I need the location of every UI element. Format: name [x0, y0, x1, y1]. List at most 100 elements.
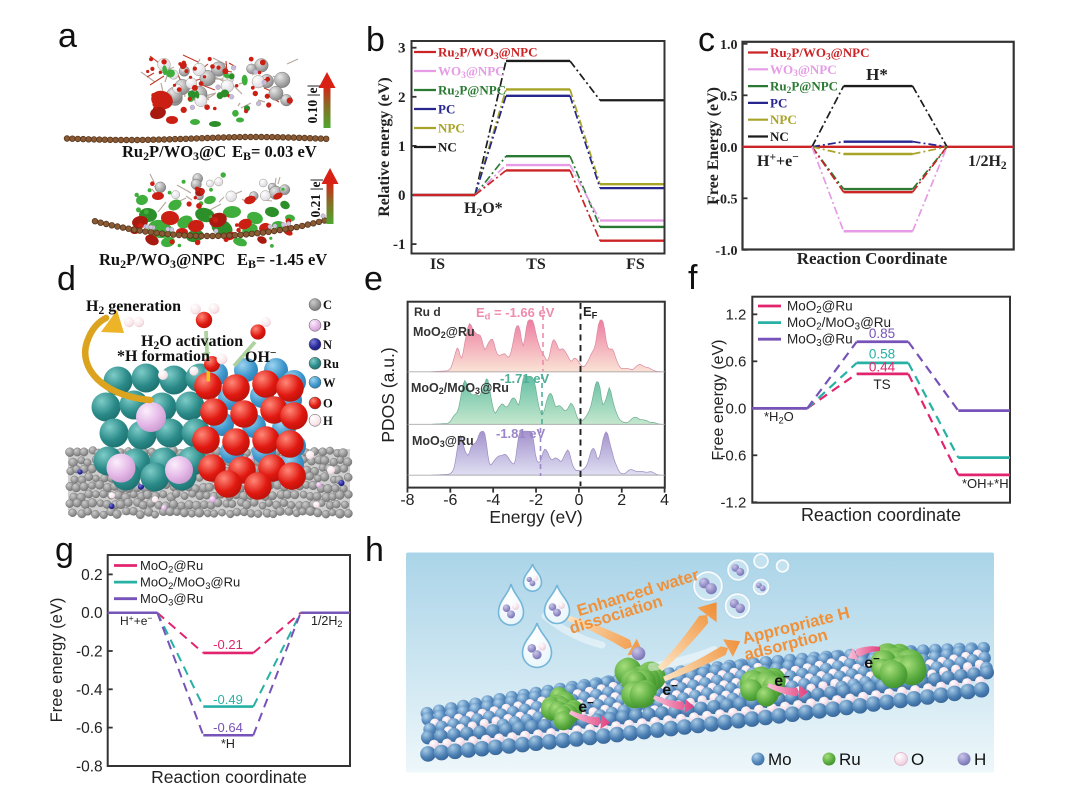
svg-text:0.44: 0.44 — [869, 360, 896, 375]
svg-text:b: b — [366, 21, 385, 59]
svg-text:Ed = -1.66 eV: Ed = -1.66 eV — [476, 305, 555, 321]
svg-text:PC: PC — [438, 102, 455, 117]
svg-text:-1.71 eV: -1.71 eV — [500, 371, 549, 386]
svg-text:NC: NC — [438, 140, 457, 155]
svg-text:MoO2/MoO3@Ru: MoO2/MoO3@Ru — [140, 575, 240, 591]
svg-text:MoO3@Ru: MoO3@Ru — [412, 434, 474, 449]
svg-text:Ru2P/WO3@C: Ru2P/WO3@C — [122, 142, 226, 163]
svg-text:e−: e− — [578, 697, 594, 716]
svg-text:-0.2: -0.2 — [76, 644, 103, 661]
svg-text:0.2: 0.2 — [81, 567, 103, 584]
svg-text:O: O — [911, 750, 924, 769]
svg-text:N: N — [323, 338, 332, 352]
svg-text:-0.5: -0.5 — [715, 192, 737, 207]
svg-text:IS: IS — [430, 256, 445, 273]
svg-text:MoO2@Ru: MoO2@Ru — [140, 558, 203, 574]
svg-text:0: 0 — [574, 492, 583, 509]
svg-text:-0.4: -0.4 — [76, 682, 103, 699]
svg-text:4: 4 — [660, 492, 669, 509]
svg-text:Energy (eV): Energy (eV) — [489, 507, 582, 527]
svg-text:MoO2/MoO3@Ru: MoO2/MoO3@Ru — [411, 381, 509, 396]
svg-text:-1.2: -1.2 — [720, 494, 746, 511]
svg-text:PDOS (a.u.): PDOS (a.u.) — [378, 347, 398, 442]
svg-text:1: 1 — [398, 139, 406, 155]
svg-text:EB= 0.03 eV: EB= 0.03 eV — [232, 142, 317, 163]
svg-text:H2O*: H2O* — [464, 200, 503, 219]
svg-text:H++e−: H++e− — [120, 613, 152, 628]
svg-text:e−: e− — [662, 680, 678, 699]
svg-text:*H2O: *H2O — [764, 409, 794, 425]
svg-text:Ru2P/WO3@NPC: Ru2P/WO3@NPC — [438, 45, 537, 62]
svg-text:-1: -1 — [393, 237, 406, 253]
svg-text:0.0: 0.0 — [81, 605, 103, 622]
svg-text:NPC: NPC — [770, 112, 797, 127]
svg-text:EB= -1.45 eV: EB= -1.45 eV — [237, 250, 327, 271]
svg-text:C: C — [323, 298, 332, 312]
svg-text:2: 2 — [398, 90, 406, 106]
svg-text:e: e — [364, 260, 383, 298]
svg-text:Ru2P@NPC: Ru2P@NPC — [770, 79, 838, 96]
svg-text:-0.6: -0.6 — [720, 447, 746, 464]
svg-text:2: 2 — [617, 492, 626, 509]
svg-text:0.0: 0.0 — [720, 141, 738, 156]
svg-text:0.5: 0.5 — [720, 89, 738, 104]
svg-text:3: 3 — [398, 41, 406, 57]
svg-text:0.0: 0.0 — [725, 400, 746, 417]
svg-text:-6: -6 — [443, 492, 457, 509]
svg-text:Ru2P@NPC: Ru2P@NPC — [438, 83, 506, 100]
svg-text:H++e−: H++e− — [757, 151, 799, 170]
svg-text:-1.81 eV: -1.81 eV — [496, 426, 545, 441]
svg-text:WO3@NPC: WO3@NPC — [438, 64, 505, 81]
svg-text:Ru: Ru — [323, 357, 339, 371]
svg-text:MoO2@Ru: MoO2@Ru — [413, 325, 475, 340]
svg-text:MoO2/MoO3@Ru: MoO2/MoO3@Ru — [787, 315, 891, 332]
svg-text:FS: FS — [626, 256, 645, 273]
svg-text:H: H — [974, 750, 986, 769]
svg-text:*H formation: *H formation — [117, 348, 210, 365]
svg-text:Free energy (eV): Free energy (eV) — [710, 340, 727, 461]
svg-text:-0.64: -0.64 — [213, 720, 243, 735]
svg-text:PC: PC — [770, 95, 787, 110]
svg-text:0.21 |e|: 0.21 |e| — [308, 179, 323, 218]
svg-text:TS: TS — [526, 256, 546, 273]
svg-text:1/2H2: 1/2H2 — [311, 614, 342, 629]
svg-text:-0.8: -0.8 — [76, 758, 103, 775]
svg-text:O: O — [323, 397, 333, 411]
svg-text:Free Energy (eV): Free Energy (eV) — [705, 87, 722, 205]
svg-text:-2: -2 — [529, 492, 543, 509]
svg-text:0.85: 0.85 — [869, 326, 895, 341]
svg-text:Reaction Coordinate: Reaction Coordinate — [797, 249, 948, 268]
svg-text:P: P — [323, 319, 331, 333]
svg-text:1/2H2: 1/2H2 — [968, 153, 1007, 172]
svg-text:Relative energy (eV): Relative energy (eV) — [376, 77, 393, 217]
svg-text:0.6: 0.6 — [725, 353, 746, 370]
svg-text:*OH+*H: *OH+*H — [962, 476, 1009, 491]
svg-text:MoO3@Ru: MoO3@Ru — [140, 591, 203, 607]
svg-text:H*: H* — [866, 65, 888, 84]
svg-text:Ru: Ru — [839, 750, 861, 769]
svg-text:MoO3@Ru: MoO3@Ru — [787, 332, 853, 349]
svg-text:OH−: OH− — [245, 347, 276, 366]
svg-text:e−: e− — [774, 671, 790, 690]
svg-text:e−: e− — [864, 653, 880, 672]
svg-text:-8: -8 — [400, 492, 414, 509]
svg-text:0.10 |e|: 0.10 |e| — [305, 85, 320, 124]
svg-text:Ru d: Ru d — [414, 305, 441, 319]
svg-text:1.0: 1.0 — [720, 38, 738, 53]
svg-text:-0.6: -0.6 — [76, 720, 103, 737]
svg-text:W: W — [323, 376, 336, 390]
svg-text:WO3@NPC: WO3@NPC — [770, 62, 837, 79]
svg-text:H: H — [323, 414, 333, 428]
svg-text:g: g — [55, 531, 74, 569]
svg-text:H2O activation: H2O activation — [141, 333, 243, 352]
svg-text:-0.21: -0.21 — [213, 637, 243, 652]
svg-text:a: a — [58, 17, 77, 55]
svg-text:Mo: Mo — [768, 750, 792, 769]
svg-text:NC: NC — [770, 129, 789, 144]
svg-text:1.2: 1.2 — [725, 306, 746, 323]
svg-text:-4: -4 — [486, 492, 500, 509]
svg-text:EF: EF — [583, 304, 598, 320]
svg-text:f: f — [688, 259, 698, 297]
svg-text:Ru2P/WO3@NPC: Ru2P/WO3@NPC — [770, 45, 869, 62]
svg-text:H2 generation: H2 generation — [86, 298, 181, 317]
